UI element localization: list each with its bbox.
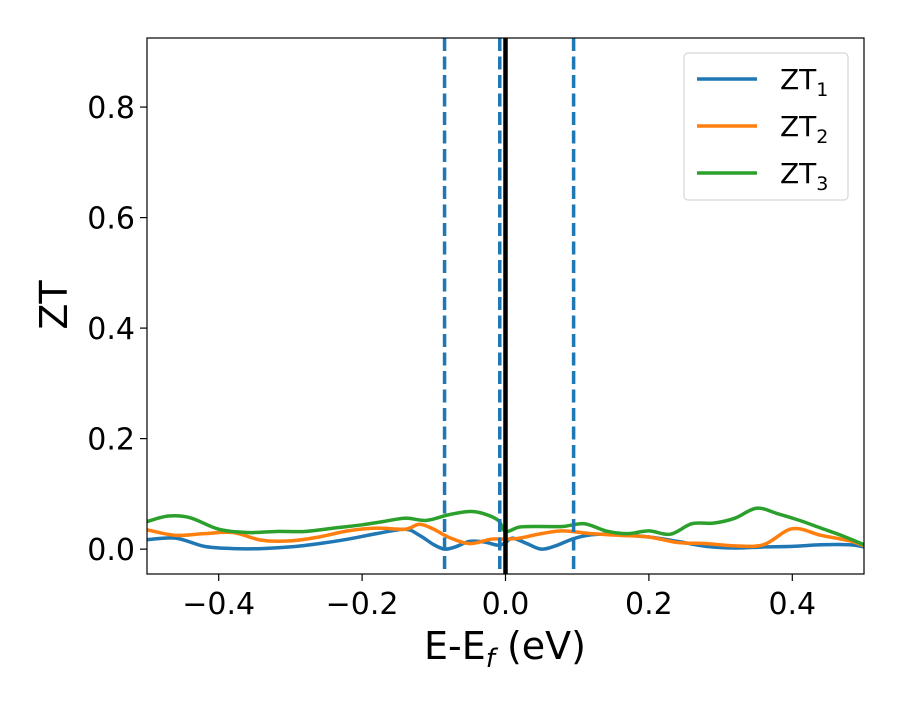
- y-axis-label: ZT: [32, 280, 76, 330]
- x-tick-label: 0.4: [768, 587, 816, 622]
- y-tick-label: 0.6: [87, 202, 135, 237]
- x-tick-label: −0.2: [326, 587, 399, 622]
- x-tick-label: −0.4: [182, 587, 255, 622]
- series-line-zt1: [147, 527, 864, 551]
- x-axis-label: E-Ef (eV): [424, 624, 586, 674]
- plot-area: −0.4 −0.2 0.0 0.2 0.4 0.0 0.2 0.4 0.6 0.8: [87, 37, 865, 622]
- x-tick-label: 0.2: [625, 587, 673, 622]
- legend-label-zt2: ZT2: [780, 110, 828, 148]
- y-tick-label: 0.2: [87, 423, 135, 458]
- legend-box: [683, 52, 849, 201]
- y-tick-label: 0.8: [87, 91, 135, 126]
- legend-label-zt3: ZT3: [780, 157, 828, 195]
- x-tick-label: 0.0: [482, 587, 530, 622]
- legend: ZT1 ZT2 ZT3: [683, 52, 849, 201]
- y-tick-label: 0.0: [87, 533, 135, 568]
- legend-label-zt1: ZT1: [780, 63, 828, 101]
- series-line-zt3: [147, 506, 864, 547]
- y-tick-label: 0.4: [87, 312, 135, 347]
